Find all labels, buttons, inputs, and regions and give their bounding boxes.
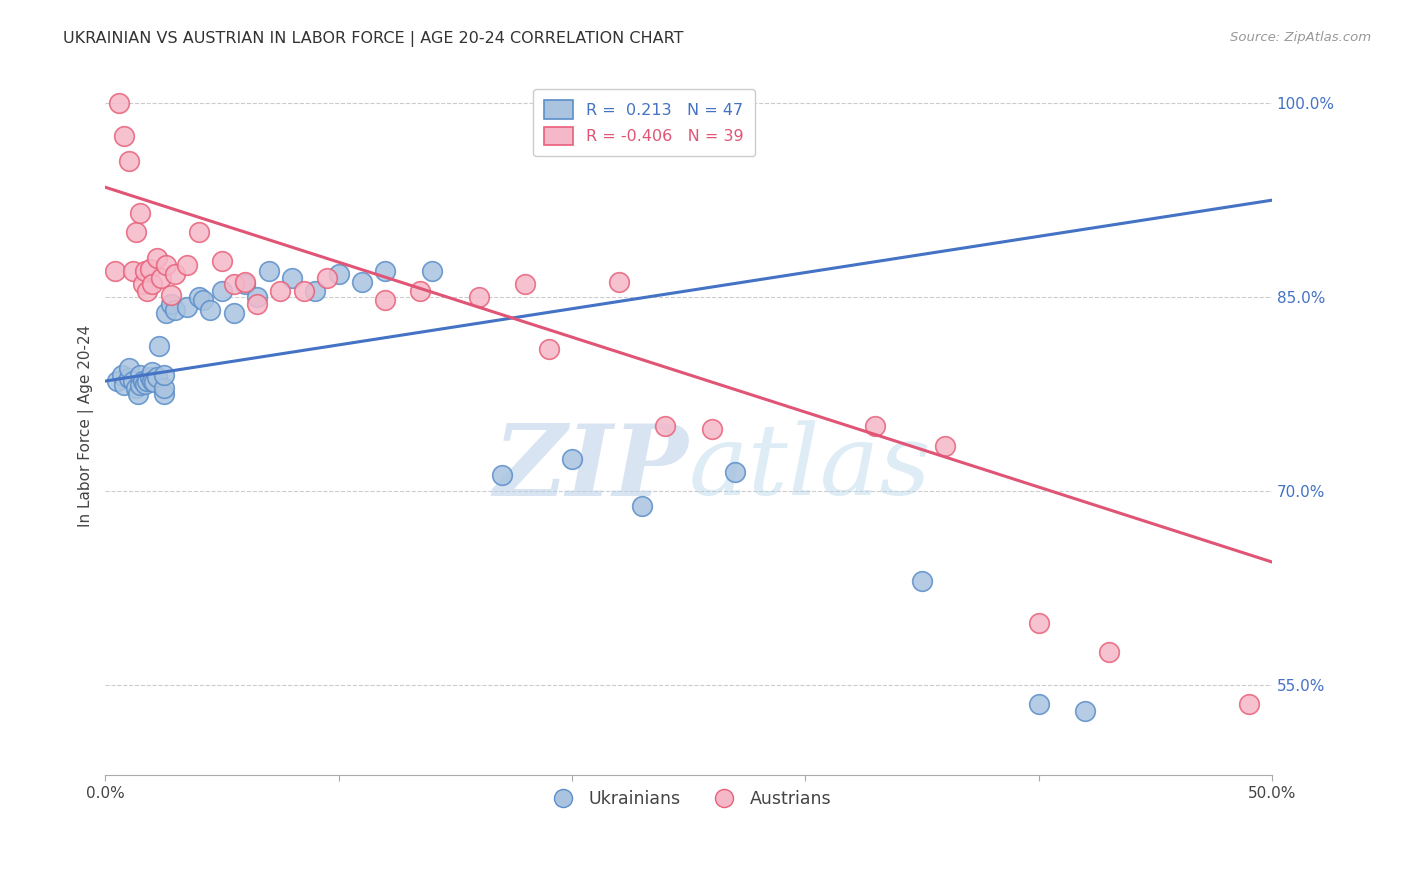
Legend: Ukrainians, Austrians: Ukrainians, Austrians: [538, 783, 839, 815]
Point: [136, 374, 159, 388]
Point: [152, 387, 174, 401]
Point: [269, 284, 291, 298]
Point: [607, 275, 630, 289]
Point: [491, 468, 513, 483]
Point: [118, 371, 141, 385]
Point: [420, 264, 443, 278]
Point: [187, 226, 209, 240]
Point: [561, 451, 583, 466]
Point: [176, 258, 198, 272]
Point: [911, 574, 934, 589]
Y-axis label: In Labor Force | Age 20-24: In Labor Force | Age 20-24: [79, 326, 94, 527]
Point: [187, 290, 209, 304]
Point: [700, 422, 723, 436]
Point: [1028, 615, 1050, 630]
Point: [654, 419, 676, 434]
Point: [631, 500, 654, 514]
Point: [111, 368, 134, 382]
Point: [281, 270, 304, 285]
Point: [129, 378, 152, 392]
Point: [246, 296, 269, 310]
Point: [141, 374, 163, 388]
Point: [104, 264, 127, 278]
Point: [304, 284, 326, 298]
Point: [1097, 645, 1119, 659]
Point: [246, 290, 269, 304]
Point: [129, 368, 152, 382]
Text: ZIP: ZIP: [494, 420, 689, 516]
Point: [155, 305, 177, 319]
Point: [152, 380, 174, 394]
Point: [132, 374, 155, 388]
Point: [165, 303, 187, 318]
Point: [129, 206, 152, 220]
Point: [865, 419, 887, 434]
Point: [122, 374, 145, 388]
Point: [257, 264, 280, 278]
Point: [350, 275, 373, 289]
Point: [193, 293, 215, 307]
Point: [105, 374, 128, 388]
Point: [159, 287, 181, 301]
Point: [316, 270, 339, 285]
Point: [1237, 697, 1260, 711]
Point: [125, 380, 148, 394]
Point: [118, 361, 141, 376]
Point: [1028, 697, 1050, 711]
Point: [138, 370, 160, 384]
Point: [143, 376, 166, 390]
Point: [134, 376, 156, 391]
Point: [141, 365, 163, 379]
Point: [235, 277, 257, 292]
Point: [112, 128, 135, 143]
Point: [200, 303, 222, 318]
Point: [155, 258, 177, 272]
Point: [222, 277, 245, 292]
Point: [159, 296, 181, 310]
Point: [292, 284, 315, 298]
Point: [165, 267, 187, 281]
Point: [150, 270, 173, 285]
Point: [537, 342, 560, 356]
Point: [1074, 704, 1097, 718]
Point: [148, 339, 170, 353]
Point: [515, 277, 537, 292]
Point: [152, 368, 174, 382]
Text: Source: ZipAtlas.com: Source: ZipAtlas.com: [1230, 31, 1371, 45]
Text: atlas: atlas: [689, 420, 931, 516]
Point: [145, 370, 167, 384]
Point: [374, 264, 396, 278]
Point: [125, 226, 148, 240]
Point: [118, 154, 141, 169]
Point: [724, 465, 747, 479]
Point: [136, 284, 159, 298]
Point: [934, 439, 956, 453]
Point: [211, 254, 233, 268]
Point: [112, 378, 135, 392]
Point: [467, 290, 489, 304]
Text: UKRAINIAN VS AUSTRIAN IN LABOR FORCE | AGE 20-24 CORRELATION CHART: UKRAINIAN VS AUSTRIAN IN LABOR FORCE | A…: [63, 31, 683, 47]
Point: [138, 261, 160, 276]
Point: [374, 293, 396, 307]
Point: [328, 267, 350, 281]
Point: [134, 264, 156, 278]
Point: [108, 96, 131, 111]
Point: [222, 305, 245, 319]
Point: [235, 275, 257, 289]
Point: [176, 301, 198, 315]
Point: [211, 284, 233, 298]
Point: [122, 264, 145, 278]
Point: [132, 277, 155, 292]
Point: [409, 284, 432, 298]
Point: [141, 277, 163, 292]
Point: [145, 252, 167, 266]
Point: [127, 387, 149, 401]
